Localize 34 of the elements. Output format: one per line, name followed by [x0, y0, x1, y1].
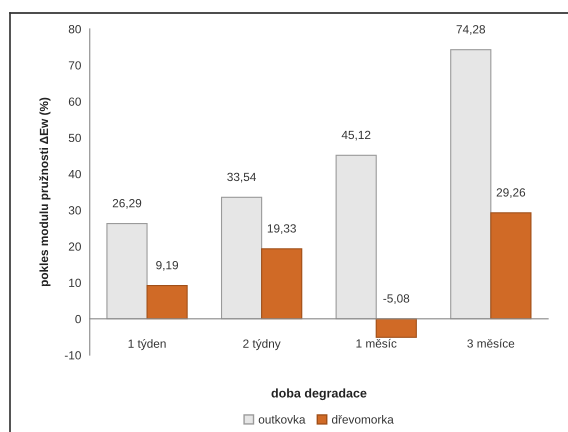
bar [336, 154, 377, 320]
legend-label: dřevomorka [332, 414, 394, 424]
data-label: 19,33 [268, 224, 296, 234]
data-label: 29,26 [496, 188, 526, 198]
y-tick-label: 80 [68, 24, 81, 34]
data-label: -5,08 [383, 294, 410, 304]
data-label: 33,54 [227, 172, 256, 182]
bar [146, 285, 188, 320]
x-tick-label: 1 měsíc [356, 338, 397, 348]
y-tick-label: 70 [68, 61, 81, 70]
legend-label: outkovka [258, 415, 306, 424]
y-tick-label: 10 [69, 278, 81, 288]
bar [490, 212, 532, 320]
bar [261, 248, 302, 320]
y-tick-label: -10 [64, 351, 81, 360]
data-label: 45,12 [342, 130, 370, 141]
y-tick-label: 60 [68, 97, 81, 106]
x-tick-label: 2 týdny [243, 339, 281, 350]
y-tick-label: 0 [75, 314, 81, 324]
bar [376, 318, 417, 338]
bar [106, 223, 148, 320]
bar [220, 196, 262, 320]
data-label: 26,29 [112, 199, 142, 209]
x-tick-label: 3 měsíce [467, 338, 514, 348]
y-tick-label: 50 [68, 134, 81, 142]
data-label: 9,19 [156, 260, 178, 271]
y-axis-title: pokles modulu pružnosti ΔEw (%) [39, 98, 50, 286]
y-tick-label: 20 [68, 242, 81, 251]
y-tick-label: 40 [68, 170, 81, 178]
x-tick-label: 1 týden [128, 339, 166, 350]
y-tick-label: 30 [68, 206, 81, 215]
x-axis-title: doba degradace [272, 388, 366, 400]
data-label: 74,28 [456, 25, 486, 35]
bar [450, 49, 492, 320]
